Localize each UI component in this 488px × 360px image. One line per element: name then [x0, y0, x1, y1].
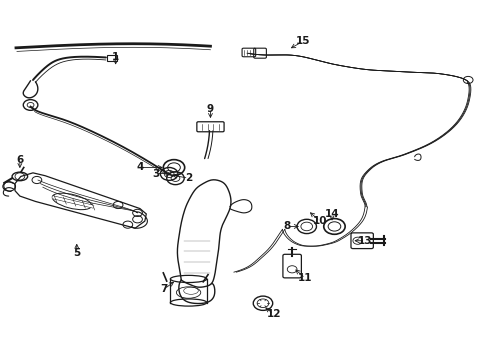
Text: 1: 1	[112, 52, 119, 62]
Text: 4: 4	[136, 162, 143, 172]
Text: 15: 15	[295, 36, 309, 46]
Text: 9: 9	[206, 104, 214, 113]
Text: 5: 5	[73, 248, 80, 258]
Text: 7: 7	[160, 284, 167, 294]
Text: 8: 8	[283, 221, 290, 231]
Text: 11: 11	[297, 273, 312, 283]
Text: 2: 2	[184, 173, 192, 183]
Text: 10: 10	[312, 216, 326, 226]
Text: 12: 12	[266, 309, 280, 319]
Text: 14: 14	[324, 209, 339, 219]
Text: 6: 6	[16, 156, 23, 165]
Text: 3: 3	[152, 168, 159, 179]
Text: 13: 13	[357, 236, 371, 246]
